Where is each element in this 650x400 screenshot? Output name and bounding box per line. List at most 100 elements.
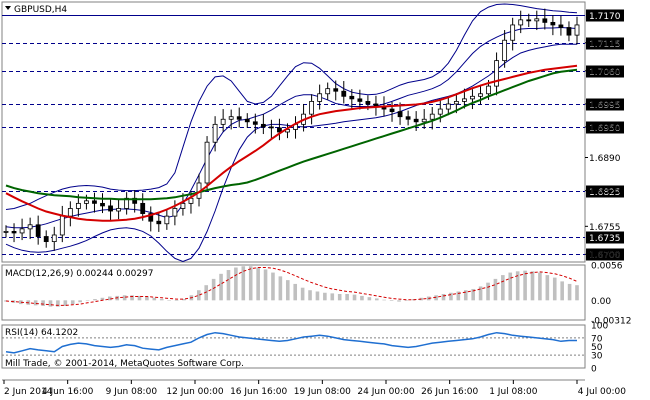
macd-bar-40 <box>300 287 305 301</box>
candle-body-44 <box>357 98 363 102</box>
price-label-2: 1.6995 <box>589 100 621 110</box>
hline-tag-text-0: 1.7170 <box>589 12 621 22</box>
macd-bar-72 <box>538 272 542 301</box>
macd-bar-65 <box>486 282 490 301</box>
macd-bar-35 <box>263 269 268 301</box>
rsi-tick-1: 70 <box>591 334 603 344</box>
macd-bar-22 <box>167 300 171 301</box>
macd-bar-73 <box>545 275 550 301</box>
candle-body-55 <box>445 103 451 110</box>
candle-body-19 <box>156 220 162 225</box>
candle-body-9 <box>75 202 81 209</box>
macd-bar-50 <box>374 298 379 301</box>
macd-bar-58 <box>434 295 438 301</box>
macd-bar-32 <box>241 266 246 301</box>
macd-bar-68 <box>508 272 513 301</box>
rsi-tick-4: 0 <box>591 365 597 375</box>
price-label-7: 1.6700 <box>589 251 621 261</box>
candle-body-33 <box>268 126 274 129</box>
x-label-2: 9 Jun 08:00 <box>106 387 158 397</box>
candle-body-48 <box>389 108 395 113</box>
candle-body-51 <box>413 118 419 123</box>
x-label-6: 24 Jun 00:00 <box>357 387 414 397</box>
hline-tag-text-4: 1.6950 <box>589 124 621 134</box>
macd-bar-23 <box>174 300 179 301</box>
candle-body-0 <box>3 231 9 233</box>
hline-tag-5 <box>586 185 624 198</box>
candle-body-40 <box>325 88 331 95</box>
macd-bar-66 <box>493 278 498 301</box>
candle-body-22 <box>180 202 186 209</box>
macd-signal-line <box>5 267 578 306</box>
macd-bar-49 <box>367 297 372 301</box>
x-label-5: 19 Jun 08:00 <box>294 387 351 397</box>
candle-body-54 <box>437 108 443 115</box>
macd-bar-30 <box>226 270 231 301</box>
macd-bar-60 <box>449 292 453 301</box>
hline-tag-text-5: 1.6825 <box>589 188 621 198</box>
ma-fast-line <box>5 64 578 222</box>
candle-body-4 <box>35 224 41 237</box>
candle-body-8 <box>67 208 73 217</box>
candle-body-26 <box>212 123 218 143</box>
candle-body-18 <box>148 213 154 222</box>
macd-bar-64 <box>478 286 483 301</box>
macd-bar-39 <box>293 283 298 301</box>
x-label-0: 2 Jun 2014 <box>4 387 53 397</box>
macd-bar-5 <box>41 300 45 306</box>
candle-body-71 <box>574 24 580 36</box>
macd-bar-8 <box>63 300 68 306</box>
macd-bar-48 <box>360 295 364 301</box>
macd-bar-24 <box>182 299 186 301</box>
x-label-9: 4 Jul 00:00 <box>578 387 627 397</box>
macd-bar-11 <box>85 300 90 301</box>
candle-body-13 <box>108 205 113 212</box>
candle-body-59 <box>478 93 483 97</box>
main-pane-frame <box>1 1 586 263</box>
candle-body-3 <box>27 224 33 230</box>
macd-bar-45 <box>337 294 342 301</box>
x-label-8: 1 Jul 08:00 <box>489 387 538 397</box>
bb-upper-line <box>5 3 578 210</box>
macd-bar-36 <box>271 272 275 301</box>
hline-tag-text-1: 1.7115 <box>589 40 621 50</box>
macd-bar-2 <box>19 300 23 305</box>
candle-body-27 <box>220 118 226 125</box>
macd-bar-16 <box>122 295 127 301</box>
macd-bar-44 <box>330 293 335 301</box>
macd-bar-41 <box>308 290 312 301</box>
main-title: GBPUSD,H4 <box>14 5 67 15</box>
macd-bar-10 <box>78 300 82 303</box>
hline-tag-text-3: 1.6995 <box>589 101 621 111</box>
macd-bar-70 <box>523 270 527 301</box>
macd-bar-43 <box>323 292 327 301</box>
macd-bar-75 <box>560 281 564 301</box>
candle-body-49 <box>397 111 403 118</box>
x-label-1: 4 Jun 16:00 <box>42 387 94 397</box>
hline-tag-text-7: 1.6700 <box>589 251 621 261</box>
candle-body-65 <box>526 19 532 22</box>
candle-body-53 <box>429 113 435 120</box>
candle-body-30 <box>244 118 250 123</box>
price-label-6: 1.6755 <box>589 223 621 233</box>
macd-bar-51 <box>382 299 386 301</box>
macd-bar-52 <box>389 300 394 301</box>
candle-body-38 <box>309 101 315 115</box>
macd-bar-7 <box>56 300 60 307</box>
candle-body-1 <box>11 231 17 234</box>
candle-body-39 <box>317 93 323 102</box>
macd-tick-1: 0.00 <box>591 297 611 307</box>
candle-body-16 <box>132 197 138 204</box>
macd-bar-76 <box>567 283 572 301</box>
hline-tag-1 <box>586 37 624 50</box>
candle-body-41 <box>333 88 339 92</box>
candle-body-45 <box>365 101 371 105</box>
rsi-line <box>5 331 577 354</box>
hline-tag-text-2: 1.7060 <box>589 68 621 78</box>
candle-body-62 <box>502 39 508 62</box>
ma-slow-line <box>5 68 578 201</box>
rsi-tick-3: 30 <box>591 352 603 362</box>
hline-tag-text-6: 1.6735 <box>589 234 621 244</box>
